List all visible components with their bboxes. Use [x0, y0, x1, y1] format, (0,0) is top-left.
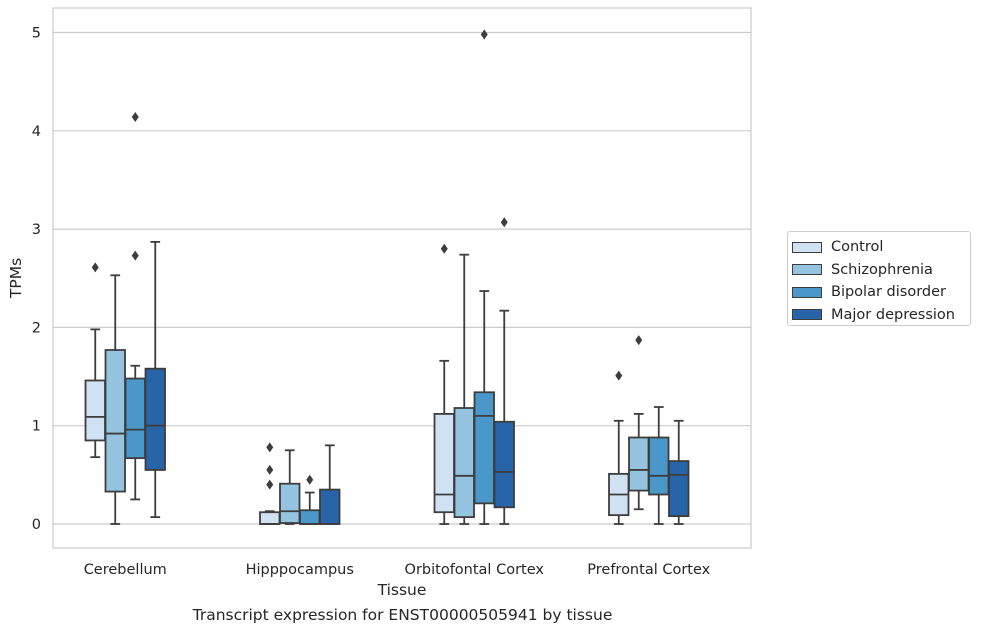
box-control	[608, 370, 630, 525]
outlier-point	[440, 243, 448, 254]
outlier-point	[266, 479, 274, 490]
box-groups	[84, 29, 690, 525]
outlier-point	[306, 474, 314, 485]
box-body	[668, 460, 690, 518]
x-axis-label: Tissue	[377, 581, 427, 599]
legend-item: Control	[792, 236, 970, 259]
legend-label: Bipolar disorder	[831, 284, 946, 301]
box-body	[84, 379, 106, 442]
box-schizophrenia	[453, 253, 475, 525]
box-bipolar-disorder	[124, 112, 146, 501]
y-tick-label: 1	[32, 419, 41, 435]
box-body	[259, 511, 281, 525]
box-control	[259, 442, 281, 525]
outlier-point	[615, 370, 623, 381]
outlier-point	[131, 112, 139, 123]
box-body	[433, 413, 455, 514]
box-body	[453, 407, 475, 519]
y-tick-label: 2	[32, 320, 41, 336]
box-body	[473, 391, 495, 505]
legend-label: Major depression	[831, 306, 955, 323]
box-schizophrenia	[279, 449, 301, 525]
outlier-point	[91, 262, 99, 273]
box-control	[84, 262, 106, 459]
box-bipolar-disorder	[473, 29, 495, 525]
legend-item: Schizophrenia	[792, 259, 970, 282]
box-body	[648, 436, 670, 496]
box-body	[124, 377, 146, 460]
box-body	[299, 509, 321, 525]
legend-item: Major depression	[792, 304, 970, 327]
y-gridlines	[53, 31, 751, 525]
box-body	[144, 367, 166, 471]
legend-label: Control	[831, 239, 884, 256]
outlier-point	[131, 250, 139, 261]
legend-item: Bipolar disorder	[792, 281, 970, 304]
x-tick-label: Prefrontal Cortex	[587, 562, 710, 578]
x-tick-label: Hipppocampus	[246, 562, 354, 578]
outlier-point	[266, 464, 274, 475]
box-schizophrenia	[628, 335, 650, 511]
chart-caption: Transcript expression for ENST0000050594…	[192, 606, 613, 624]
y-tick-label: 0	[32, 517, 41, 533]
box-major-depression	[144, 240, 166, 519]
legend-swatch	[792, 264, 822, 276]
outlier-point	[635, 335, 643, 346]
outlier-point	[266, 442, 274, 453]
x-tick-label: Orbitofontal Cortex	[405, 562, 545, 578]
legend-label: Schizophrenia	[831, 261, 933, 278]
legend-swatch	[792, 309, 822, 321]
box-body	[493, 420, 515, 509]
box-body	[628, 436, 650, 492]
x-tick-labels: Cerebellum Hipppocampus Orbitofontal Corte…	[84, 562, 711, 578]
box-control	[433, 243, 455, 525]
y-tick-label: 4	[32, 124, 41, 140]
box-body	[319, 488, 341, 525]
plot-frame	[52, 7, 752, 549]
outlier-point	[500, 217, 508, 228]
y-tick-labels: 0 1 2 3 4 5	[32, 26, 41, 534]
legend-swatch	[792, 286, 822, 298]
box-bipolar-disorder	[299, 474, 321, 525]
box-body	[104, 349, 126, 493]
outlier-point	[480, 29, 488, 40]
y-tick-label: 3	[32, 222, 41, 238]
y-axis-label: TPMs	[7, 258, 25, 299]
x-tick-label: Cerebellum	[84, 562, 167, 578]
y-tick-label: 5	[32, 26, 41, 42]
legend-swatch	[792, 241, 822, 253]
legend: Control Schizophrenia Bipolar disorder Majo…	[787, 231, 971, 326]
box-body	[279, 482, 301, 524]
box-major-depression	[668, 419, 690, 525]
box-schizophrenia	[104, 274, 126, 525]
box-bipolar-disorder	[648, 406, 670, 525]
box-major-depression	[319, 444, 341, 525]
box-major-depression	[493, 217, 515, 525]
